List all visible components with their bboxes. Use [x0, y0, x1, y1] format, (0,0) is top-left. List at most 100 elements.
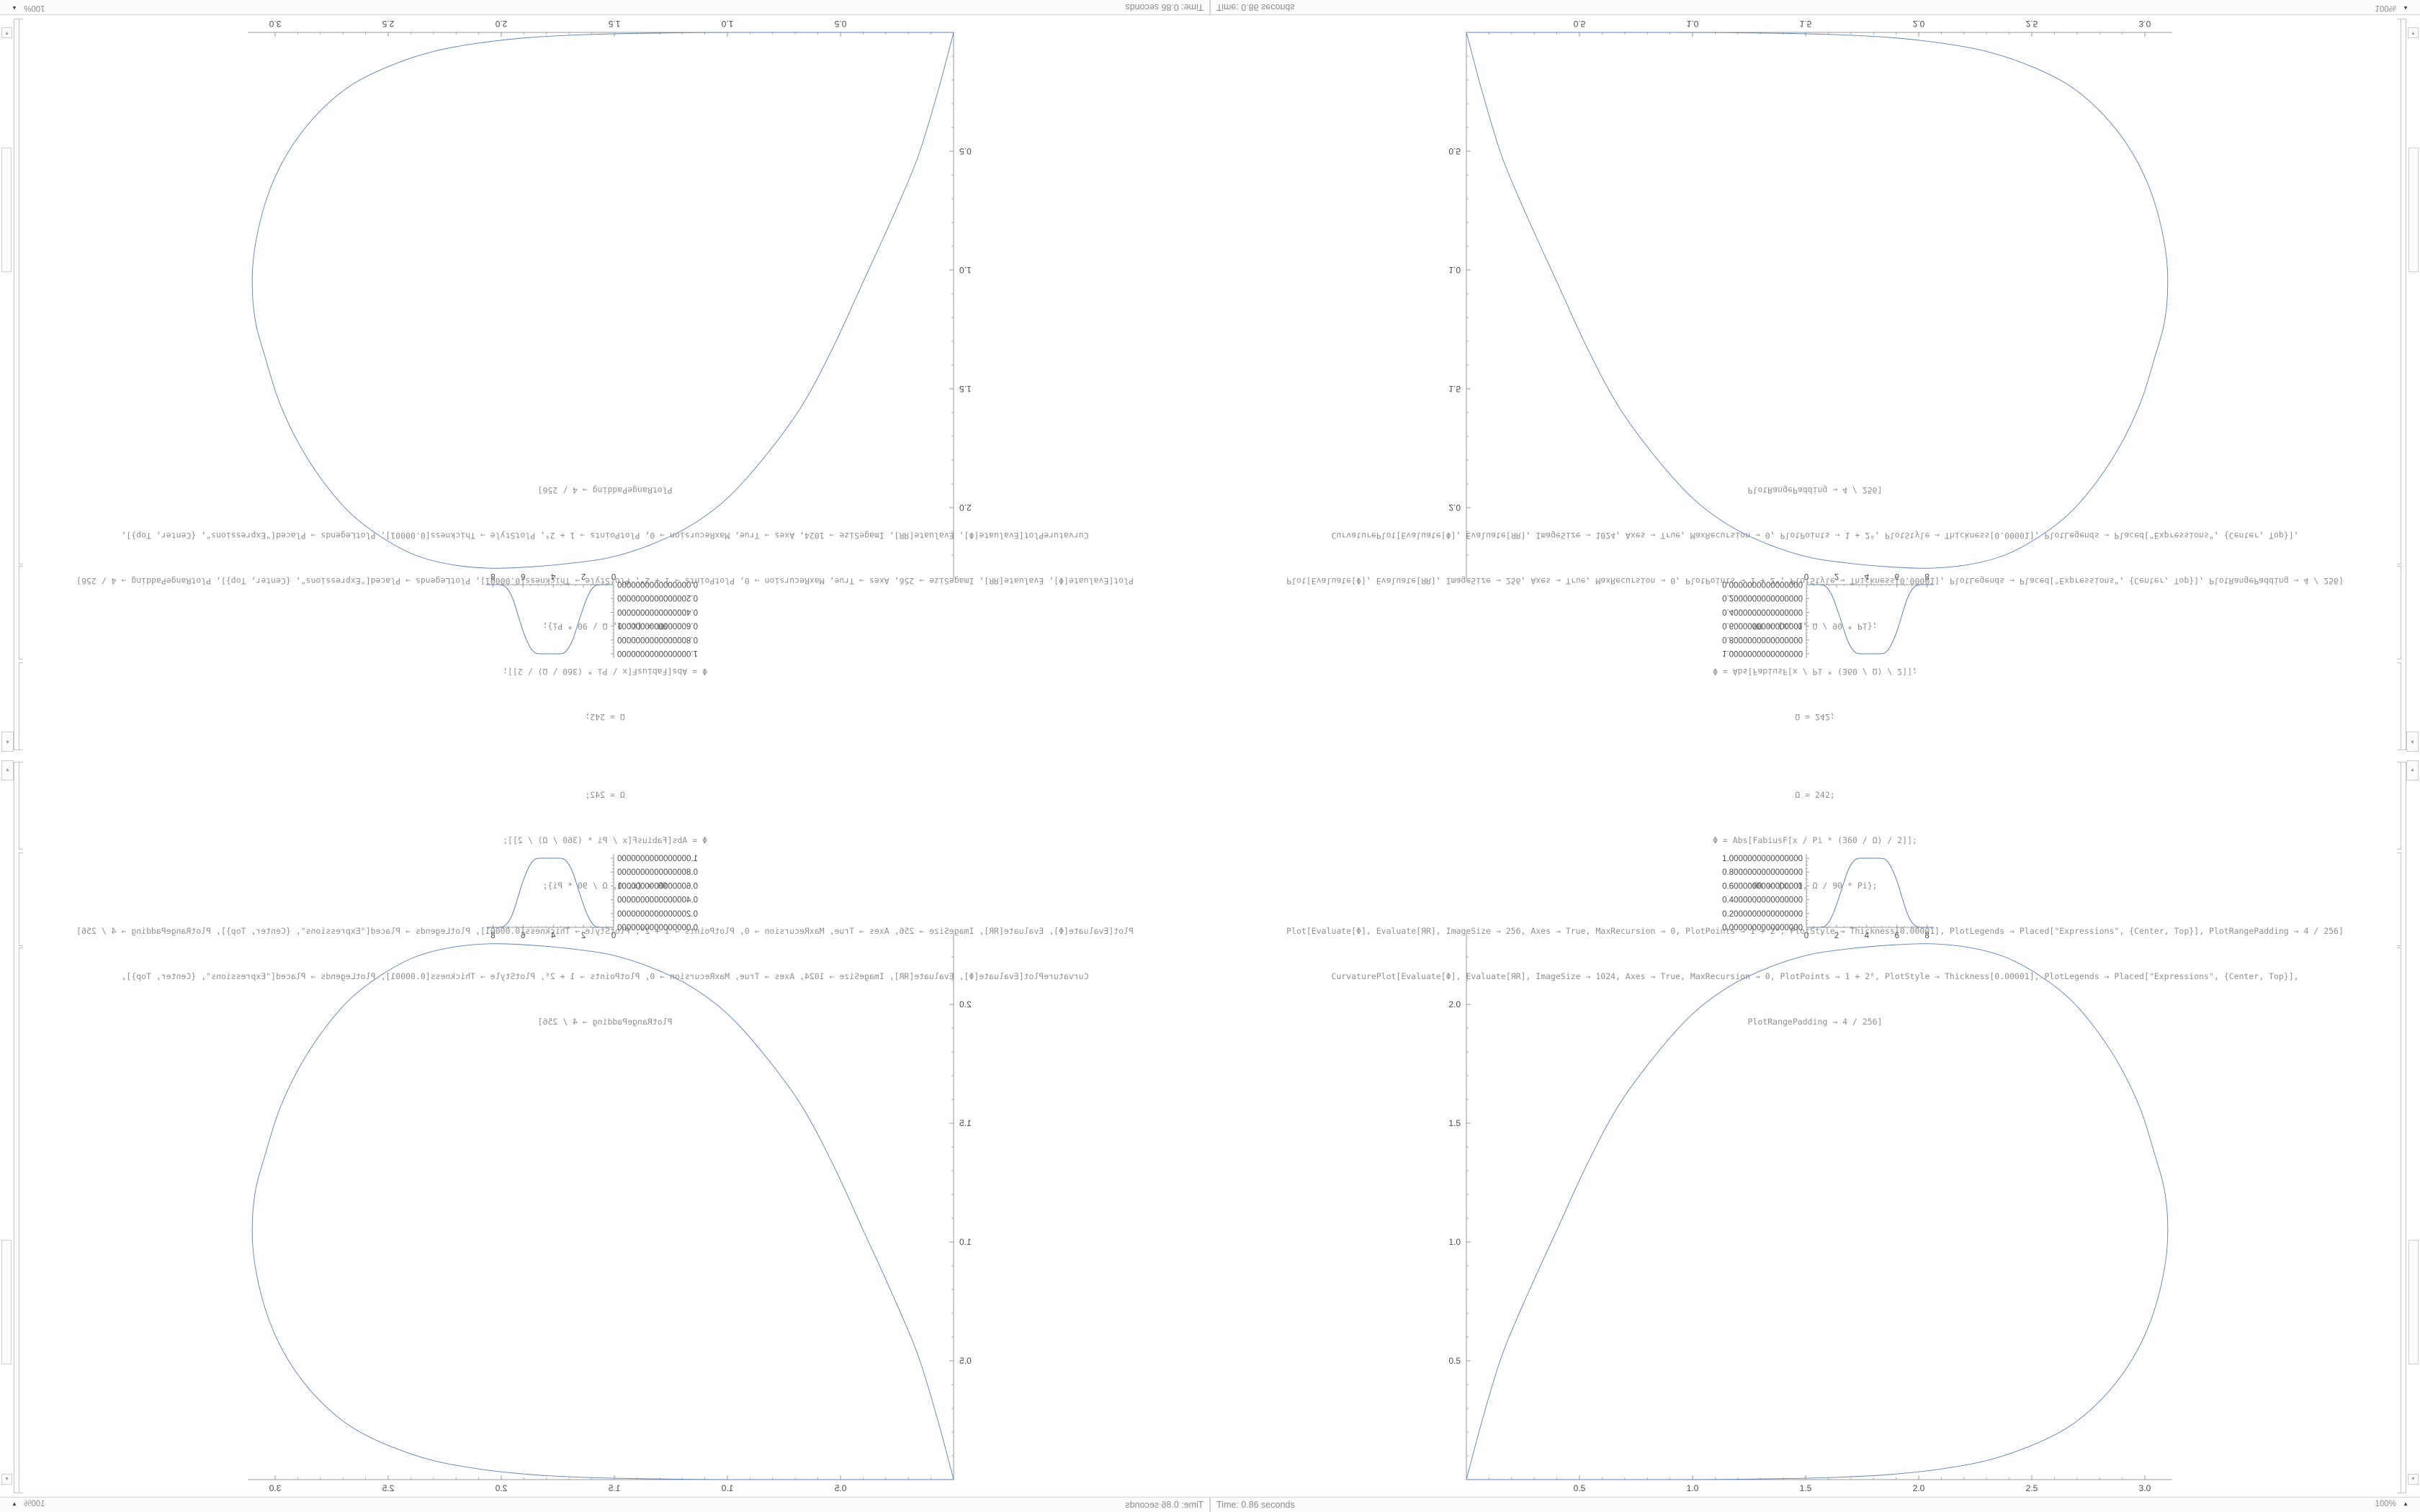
svg-text:4: 4	[550, 572, 555, 580]
zoom-label: 100%	[2375, 4, 2396, 12]
svg-text:1.5: 1.5	[608, 1483, 620, 1493]
cell-bracket-output-small-plot[interactable]	[2397, 852, 2401, 946]
zoom-control[interactable]: 100% ▲	[2375, 4, 2408, 12]
svg-text:0.6000000000000001: 0.6000000000000001	[1722, 882, 1803, 891]
scroll-thumb[interactable]	[1, 1240, 12, 1364]
notebook-quadrant-rotated-180: Ω = 242; Φ = Abs[FabiusF[x / Pi * (360 /…	[0, 0, 1210, 756]
scroll-up-button[interactable]: ▲	[2406, 732, 2419, 752]
svg-text:6: 6	[521, 932, 525, 940]
cell-bracket-group[interactable]	[2402, 762, 2406, 1493]
cell-bracket-output-big-plot[interactable]	[19, 19, 23, 564]
small-plot-axes: 1.0000000000000000 0.8000000000000000 0.60…	[1722, 854, 1934, 940]
svg-text:1.5: 1.5	[959, 384, 972, 394]
svg-text:1.0: 1.0	[1448, 265, 1461, 275]
scroll-up-button[interactable]: ▲	[1, 760, 14, 780]
status-time-label: Time: 0.86 seconds	[1216, 2, 1295, 12]
zoom-control[interactable]: 100% ▲	[12, 1500, 45, 1508]
svg-text:0.5: 0.5	[834, 19, 846, 29]
scroll-up-button[interactable]: ▲	[1, 732, 14, 752]
zoom-control[interactable]: 100% ▲	[12, 4, 45, 12]
zoom-popup-icon: ▲	[12, 1500, 17, 1507]
svg-text:1.5: 1.5	[1448, 1118, 1461, 1128]
zoom-label: 100%	[24, 4, 45, 12]
vertical-scrollbar[interactable]: ▲ ▼	[2406, 15, 2420, 756]
svg-text:1.0: 1.0	[959, 265, 972, 275]
cell-bracket-output-big-plot[interactable]	[2397, 19, 2401, 564]
scroll-thumb[interactable]	[2408, 148, 2419, 272]
big-plot-axes: 0.5 1.0 1.5 2.0 0.5 1.0 1.5 2.0 2.5 3.0	[248, 19, 972, 579]
status-time-label: Time: 0.86 seconds	[1125, 1500, 1204, 1510]
svg-text:3.0: 3.0	[269, 19, 281, 29]
svg-text:2.5: 2.5	[382, 19, 394, 29]
svg-text:1.0: 1.0	[721, 1483, 733, 1493]
cell-bracket-group[interactable]	[14, 762, 18, 1493]
svg-text:1.0000000000000000: 1.0000000000000000	[617, 649, 698, 657]
svg-text:1.5: 1.5	[608, 19, 620, 29]
cell-bracket-input[interactable]	[2397, 662, 2401, 750]
svg-text:0.5: 0.5	[959, 1356, 972, 1366]
svg-text:0.5: 0.5	[1574, 1483, 1586, 1493]
svg-text:2.5: 2.5	[2026, 1483, 2038, 1493]
svg-text:2.5: 2.5	[382, 1483, 394, 1493]
big-plot-axes: 0.5 1.0 1.5 2.0 0.5 1.0 1.5 2.0 2.5 3.0	[1448, 19, 2172, 579]
svg-text:0.2000000000000000: 0.2000000000000000	[1722, 910, 1803, 919]
scroll-thumb[interactable]	[1, 148, 12, 272]
fabius-bump-plot: 1.0000000000000000 0.8000000000000000 0.60…	[1722, 854, 1934, 940]
svg-text:1.0000000000000000: 1.0000000000000000	[1722, 855, 1803, 863]
code-line: Ω = 242;	[585, 712, 625, 722]
svg-text:0.5: 0.5	[1448, 146, 1461, 156]
cell-bracket-output-small-plot[interactable]	[19, 566, 23, 660]
cell-bracket-input[interactable]	[19, 662, 23, 750]
scroll-down-button[interactable]: ▼	[2408, 27, 2419, 38]
vertical-scrollbar[interactable]: ▲ ▼	[2406, 756, 2420, 1497]
cell-bracket-output-small-plot[interactable]	[2397, 566, 2401, 660]
vertical-scrollbar[interactable]: ▲ ▼	[0, 15, 14, 756]
small-plot-axes: 1.0000000000000000 0.8000000000000000 0.60…	[486, 854, 698, 940]
scroll-down-button[interactable]: ▼	[1, 1474, 12, 1485]
svg-text:1.0000000000000000: 1.0000000000000000	[617, 855, 698, 863]
status-bar: Time: 0.86 seconds 100% ▲	[0, 0, 1210, 15]
scroll-up-button[interactable]: ▲	[2406, 760, 2419, 780]
svg-text:0.4000000000000000: 0.4000000000000000	[1722, 607, 1803, 616]
code-line: ЯR = {x, 0, Ω / 90 * Pi};	[1752, 881, 1878, 891]
cell-bracket-group[interactable]	[14, 19, 18, 750]
svg-text:1.0: 1.0	[1448, 1237, 1461, 1247]
fabius-bump-plot: 1.0000000000000000 0.8000000000000000 0.60…	[1722, 572, 1934, 658]
cell-bracket-input[interactable]	[2397, 762, 2401, 850]
svg-text:1.5: 1.5	[959, 1118, 972, 1128]
scroll-thumb[interactable]	[2408, 1240, 2419, 1364]
svg-text:0.2000000000000000: 0.2000000000000000	[1722, 593, 1803, 602]
svg-text:0.0000000000000000: 0.0000000000000000	[617, 580, 698, 588]
status-separator	[1209, 0, 1210, 14]
curvature-teardrop-plot: 0.5 1.0 1.5 2.0 0.5 1.0 1.5 2.0 2.5 3.0	[248, 933, 972, 1493]
svg-text:0.5: 0.5	[959, 146, 972, 156]
code-input-cell[interactable]: Ω = 242; Φ = Abs[FabiusF[x / Pi * (360 /…	[1210, 757, 2420, 1060]
scroll-down-button[interactable]: ▼	[2408, 1474, 2419, 1485]
scroll-up-icon: ▲	[5, 768, 10, 773]
svg-text:0.2000000000000000: 0.2000000000000000	[617, 910, 698, 919]
zoom-label: 100%	[24, 1500, 45, 1508]
zoom-control[interactable]: 100% ▲	[2375, 1500, 2408, 1508]
svg-text:2: 2	[581, 572, 586, 580]
svg-text:1.0: 1.0	[959, 1237, 972, 1247]
svg-text:0: 0	[1804, 932, 1809, 940]
svg-text:2.0: 2.0	[1913, 1483, 1925, 1493]
cell-bracket-input[interactable]	[19, 762, 23, 850]
scroll-down-button[interactable]: ▼	[1, 27, 12, 38]
scroll-up-icon: ▲	[2410, 768, 2415, 773]
cell-bracket-output-big-plot[interactable]	[19, 948, 23, 1493]
cell-bracket-output-big-plot[interactable]	[2397, 948, 2401, 1493]
scroll-down-icon: ▼	[4, 30, 9, 35]
cell-bracket-group[interactable]	[2402, 19, 2406, 750]
code-line: Φ = Abs[FabiusF[x / Pi * (360 / Ω) / 2]]…	[1713, 835, 1917, 845]
code-line: Φ = Abs[FabiusF[x / Pi * (360 / Ω) / 2]]…	[503, 667, 707, 677]
notebook-quadrant-original: Ω = 242; Φ = Abs[FabiusF[x / Pi * (360 /…	[1210, 756, 2420, 1512]
svg-text:8: 8	[490, 932, 495, 940]
svg-text:0.5: 0.5	[834, 1483, 846, 1493]
big-plot-axes: 0.5 1.0 1.5 2.0 0.5 1.0 1.5 2.0 2.5 3.0	[248, 933, 972, 1493]
cell-bracket-output-small-plot[interactable]	[19, 852, 23, 946]
vertical-scrollbar[interactable]: ▲ ▼	[0, 756, 14, 1497]
svg-text:4: 4	[1865, 572, 1870, 580]
svg-text:0: 0	[1804, 572, 1809, 580]
